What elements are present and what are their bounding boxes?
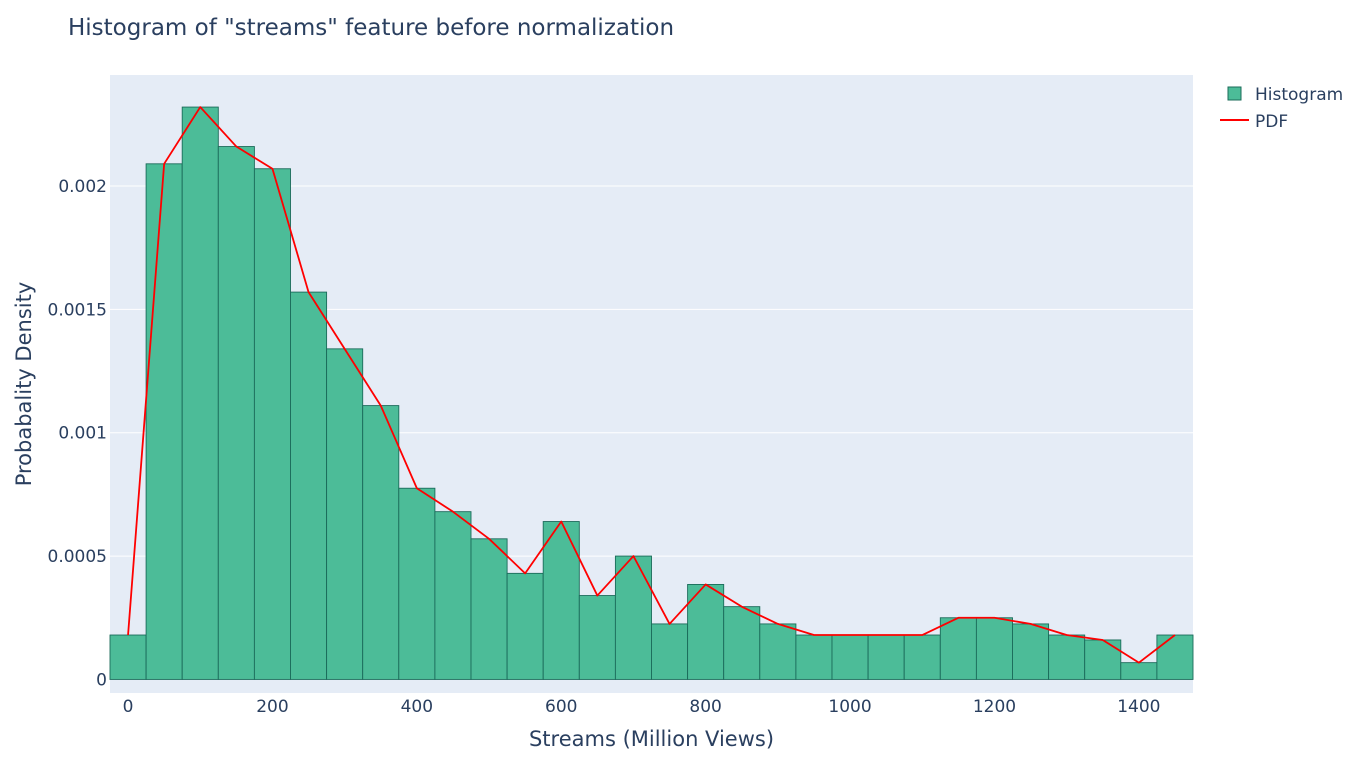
y-tick-label: 0.001 bbox=[58, 424, 107, 444]
histogram-bar[interactable] bbox=[1084, 639, 1122, 680]
histogram-bar[interactable] bbox=[470, 538, 508, 680]
histogram-bar[interactable] bbox=[651, 623, 689, 680]
histogram-bar[interactable] bbox=[1048, 634, 1086, 680]
histogram-bar[interactable] bbox=[795, 634, 833, 680]
histogram-bar[interactable] bbox=[398, 487, 436, 680]
y-axis-title: Probabality Density bbox=[12, 282, 36, 487]
histogram-bar[interactable] bbox=[975, 617, 1013, 680]
histogram-bar[interactable] bbox=[1156, 634, 1194, 680]
histogram-bar[interactable] bbox=[506, 572, 544, 680]
chart-title: Histogram of "streams" feature before no… bbox=[68, 15, 675, 41]
histogram-bar[interactable] bbox=[1012, 623, 1050, 680]
x-axis-title: Streams (Million Views) bbox=[529, 727, 774, 751]
histogram-bars bbox=[109, 106, 1194, 680]
histogram-bar[interactable] bbox=[759, 623, 797, 680]
x-tick-label: 400 bbox=[401, 697, 433, 717]
x-tick-label: 1200 bbox=[973, 697, 1016, 717]
histogram-bar[interactable] bbox=[723, 606, 761, 680]
y-tick-label: 0.0005 bbox=[48, 547, 107, 567]
x-tick-label: 1000 bbox=[828, 697, 871, 717]
histogram-bar[interactable] bbox=[434, 511, 472, 680]
x-axis-ticks: 0 200 400 600 800 1000 1200 1400 bbox=[123, 697, 1161, 717]
histogram-bar[interactable] bbox=[831, 634, 869, 680]
y-tick-label: 0 bbox=[96, 670, 107, 690]
histogram-bar[interactable] bbox=[939, 617, 977, 680]
y-tick-label: 0.0015 bbox=[48, 300, 107, 320]
legend-item-pdf[interactable]: PDF bbox=[1220, 112, 1288, 132]
histogram-bar[interactable] bbox=[614, 555, 652, 680]
histogram-bar[interactable] bbox=[903, 634, 941, 680]
histogram-bar[interactable] bbox=[1120, 662, 1158, 680]
y-axis-ticks: 0 0.0005 0.001 0.0015 0.002 bbox=[48, 177, 107, 690]
histogram-bar[interactable] bbox=[362, 405, 400, 680]
histogram-bar[interactable] bbox=[542, 521, 580, 680]
pdf-line[interactable] bbox=[127, 106, 1176, 664]
x-tick-label: 1400 bbox=[1117, 697, 1160, 717]
legend-histogram-swatch bbox=[1227, 86, 1242, 101]
histogram-bar[interactable] bbox=[109, 634, 147, 680]
x-tick-label: 800 bbox=[689, 697, 721, 717]
y-tick-label: 0.002 bbox=[58, 177, 107, 197]
legend[interactable]: Histogram PDF bbox=[1220, 85, 1343, 132]
histogram-bar[interactable] bbox=[290, 291, 328, 680]
histogram-bar[interactable] bbox=[181, 106, 219, 680]
histogram-bar[interactable] bbox=[326, 348, 364, 680]
legend-histogram-label: Histogram bbox=[1255, 85, 1343, 105]
x-tick-label: 200 bbox=[256, 697, 288, 717]
pdf-line-layer bbox=[127, 106, 1176, 664]
histogram-bar[interactable] bbox=[253, 168, 291, 680]
histogram-bar[interactable] bbox=[145, 163, 183, 680]
legend-pdf-label: PDF bbox=[1255, 112, 1288, 132]
histogram-bar[interactable] bbox=[687, 583, 725, 680]
x-tick-label: 600 bbox=[545, 697, 577, 717]
histogram-bar[interactable] bbox=[217, 146, 255, 680]
histogram-bar[interactable] bbox=[578, 595, 616, 680]
legend-item-histogram[interactable]: Histogram bbox=[1227, 85, 1343, 105]
x-tick-label: 0 bbox=[123, 697, 134, 717]
histogram-bar[interactable] bbox=[867, 634, 905, 680]
